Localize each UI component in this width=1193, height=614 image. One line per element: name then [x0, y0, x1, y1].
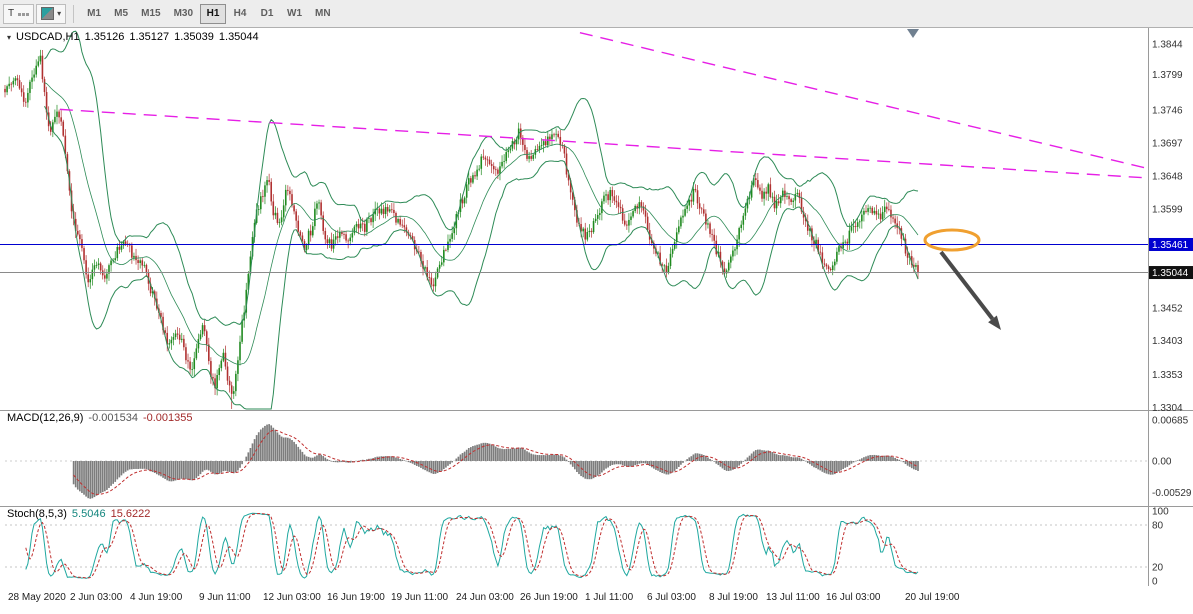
x-axis-label: 16 Jun 19:00 — [327, 592, 385, 603]
x-axis-label: 4 Jun 19:00 — [130, 592, 183, 603]
stoch-axis-label: 0 — [1152, 577, 1158, 588]
toolbar: T ▾ M1 M5 M15 M30 H1 H4 D1 W1 MN — [0, 0, 1193, 28]
y-axis-label: 1.3452 — [1152, 303, 1183, 314]
y-axis-label: 1.3648 — [1152, 171, 1183, 182]
stoch-label: Stoch(8,5,3) — [7, 508, 67, 520]
candles-layer — [4, 49, 919, 409]
high-value: 1.35127 — [129, 31, 170, 43]
x-axis-label: 2 Jun 03:00 — [70, 592, 123, 603]
y-axis-label: 1.3844 — [1152, 40, 1183, 51]
x-axis-label: 9 Jun 11:00 — [199, 592, 251, 603]
chart-style-button[interactable]: ▾ — [36, 3, 67, 24]
timeframe-m1[interactable]: M1 — [81, 4, 107, 24]
macd-main-value: -0.001534 — [88, 412, 138, 424]
y-axis-label: 1.3403 — [1152, 336, 1183, 347]
timeframe-mn[interactable]: MN — [309, 4, 337, 24]
macd-histogram — [72, 424, 919, 499]
macd-axis-label: 0.00 — [1152, 457, 1172, 468]
macd-axis-label: -0.00529 — [1152, 488, 1192, 499]
bollinger-lower-band — [44, 105, 919, 410]
close-value: 1.35044 — [218, 31, 259, 43]
stoch-axis-label: 100 — [1152, 507, 1169, 518]
timeframe-group: M1 M5 M15 M30 H1 H4 D1 W1 MN — [81, 3, 337, 24]
x-axis-label: 19 Jun 11:00 — [391, 592, 449, 603]
y-axis-label: 1.3304 — [1152, 403, 1183, 414]
highlight-ellipse[interactable] — [923, 228, 981, 252]
main-chart-title: ▾ USDCAD,H1 1.35126 1.35127 1.35039 1.35… — [7, 31, 259, 43]
collapse-panel-icon[interactable]: ▾ — [7, 32, 12, 42]
x-axis: 28 May 2020 2 Jun 03:00 4 Jun 19:00 9 Jun 1… — [0, 586, 1193, 614]
timeframe-w1[interactable]: W1 — [281, 4, 308, 24]
bollinger-middle-band — [44, 82, 919, 365]
timeframe-m15[interactable]: M15 — [135, 4, 166, 24]
x-axis-label: 28 May 2020 — [8, 592, 66, 603]
price-tag-label: 1.35044 — [1152, 268, 1189, 279]
x-axis-label: 13 Jul 11:00 — [766, 592, 820, 603]
timeframe-d1[interactable]: D1 — [254, 4, 280, 24]
trendline-2[interactable] — [579, 32, 1149, 170]
macd-axis-label: 0.00685 — [1152, 415, 1189, 426]
x-axis-label: 12 Jun 03:00 — [263, 592, 321, 603]
macd-label: MACD(12,26,9) — [7, 412, 84, 424]
macd-signal-value: -0.001355 — [142, 412, 193, 424]
bollinger-upper-band — [44, 30, 919, 326]
y-axis-label: 1.3353 — [1152, 370, 1183, 381]
macd-title: MACD(12,26,9) -0.001534 -0.001355 — [7, 412, 193, 424]
price-tag-label: 1.35461 — [1152, 240, 1189, 251]
open-value: 1.35126 — [84, 31, 125, 43]
x-axis-label: 6 Jul 03:00 — [647, 592, 696, 603]
timeframe-m30[interactable]: M30 — [168, 4, 199, 24]
y-axis-label: 1.3697 — [1152, 139, 1183, 150]
stoch-k-line — [25, 512, 919, 579]
stoch-d-value: 15.6222 — [110, 508, 151, 520]
window-controls-icon — [17, 8, 30, 19]
x-axis-label: 24 Jun 03:00 — [456, 592, 514, 603]
symbol-label: USDCAD,H1 — [16, 31, 80, 43]
toolbar-separator — [73, 4, 75, 23]
x-axis-label: 20 Jul 19:00 — [905, 592, 960, 603]
timeframe-m5[interactable]: M5 — [108, 4, 134, 24]
trendline-1[interactable] — [59, 108, 1149, 179]
chevron-down-icon: ▾ — [57, 8, 62, 18]
stoch-k-value: 5.5046 — [71, 508, 106, 520]
low-value: 1.35039 — [174, 31, 214, 43]
price-tag — [1149, 266, 1193, 280]
chart-window-button[interactable]: T — [3, 3, 35, 24]
stoch-axis-label: 20 — [1152, 563, 1164, 574]
price-tag — [1149, 237, 1193, 251]
timeframe-h1[interactable]: H1 — [200, 3, 227, 24]
x-axis-label: 1 Jul 11:00 — [585, 592, 634, 603]
stoch-axis-label: 80 — [1152, 521, 1164, 532]
stoch-d-line — [25, 512, 919, 579]
palette-icon — [41, 7, 55, 20]
x-axis-label: 8 Jul 19:00 — [709, 592, 758, 603]
arrow-shaft[interactable] — [939, 250, 995, 321]
stoch-title: Stoch(8,5,3) 5.5046 15.6222 — [7, 508, 150, 520]
down-triangle-marker-icon[interactable] — [907, 29, 919, 38]
x-axis-label: 26 Jun 19:00 — [520, 592, 578, 603]
y-axis-label: 1.3599 — [1152, 204, 1183, 215]
y-axis-label: 1.3746 — [1152, 106, 1183, 117]
timeframe-h4[interactable]: H4 — [227, 4, 253, 24]
x-axis-label: 16 Jul 03:00 — [826, 592, 881, 603]
arrow-head-icon — [988, 315, 1001, 330]
chart-window-label: T — [8, 8, 15, 19]
y-axis-label: 1.3799 — [1152, 70, 1183, 81]
